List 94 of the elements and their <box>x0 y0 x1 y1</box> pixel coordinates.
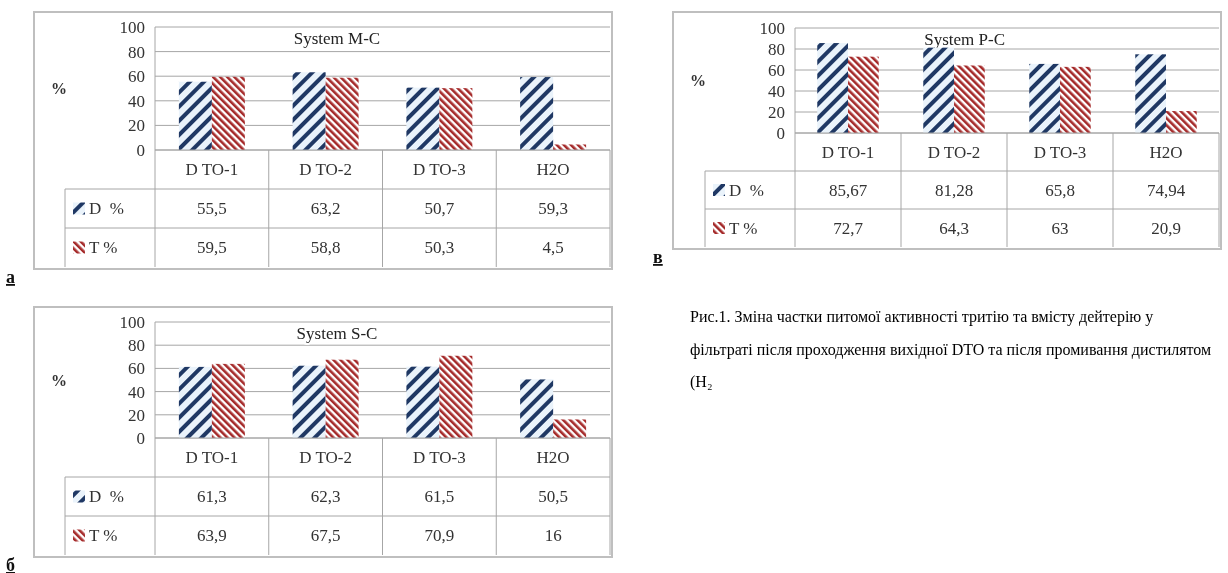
bar <box>439 88 473 150</box>
data-label: 63 <box>1051 218 1069 238</box>
y-tick-label: 20 <box>128 116 145 136</box>
bar <box>954 65 985 133</box>
x-tick-label: D TO-1 <box>821 142 875 162</box>
data-label: 59,3 <box>538 199 568 219</box>
data-label: 58,8 <box>310 238 341 258</box>
data-label: 59,5 <box>197 238 227 258</box>
legend-label: T % <box>729 218 758 238</box>
bar <box>817 43 848 133</box>
text: Рис.1. Зміна частки питомої активності тритію та вмісту дейтерію у фільтраті після проходження вихідної DTO та після промивання дистилятом (H₂ <box>690 308 1212 391</box>
bar <box>292 365 326 438</box>
legend-label: D % <box>89 487 124 507</box>
bar <box>325 359 359 438</box>
data-label: 81,28 <box>934 180 974 200</box>
y-tick-label: 0 <box>136 428 145 448</box>
x-tick-label: D TO-2 <box>299 160 352 180</box>
bar <box>406 366 440 438</box>
bar <box>1135 54 1166 133</box>
legend-label: D % <box>89 199 124 219</box>
data-label: 50,7 <box>424 199 455 219</box>
bar <box>211 76 245 150</box>
y-tick-label: 40 <box>128 91 145 111</box>
bar <box>923 47 954 133</box>
bar <box>1166 111 1197 133</box>
data-label: 65,8 <box>1045 180 1075 200</box>
bar <box>553 144 587 150</box>
x-tick-label: D TO-2 <box>927 142 981 162</box>
chart-title: System S-C <box>296 323 378 343</box>
x-tick-label: D TO-1 <box>185 160 239 180</box>
data-label: 50,3 <box>424 238 455 258</box>
y-tick-label: 0 <box>136 140 145 160</box>
bar <box>292 72 326 150</box>
y-tick-label: 80 <box>128 336 145 356</box>
y-tick-label: 100 <box>119 17 145 37</box>
bar <box>1060 66 1091 133</box>
x-tick-label: D TO-3 <box>1033 142 1087 162</box>
data-label: 70,9 <box>424 526 455 546</box>
data-label: 61,3 <box>197 487 227 507</box>
legend-label: T % <box>89 238 118 258</box>
chart-title: System P-C <box>924 29 1005 49</box>
x-tick-label: D TO-1 <box>185 448 239 468</box>
text: а <box>6 267 15 287</box>
text: в <box>653 247 663 267</box>
data-label: 85,67 <box>828 180 868 200</box>
data-label: 16 <box>544 526 562 546</box>
bar <box>439 355 473 438</box>
bar <box>553 419 587 438</box>
y-tick-label: 20 <box>768 102 785 122</box>
y-tick-label: 40 <box>768 81 785 101</box>
bar <box>211 363 245 438</box>
y-tick-label: 20 <box>128 405 145 425</box>
y-tick-label: 60 <box>768 60 785 80</box>
y-axis-title: % <box>51 80 67 98</box>
y-tick-label: 80 <box>768 39 785 59</box>
data-label: 4,5 <box>542 238 564 258</box>
chart-title: System M-C <box>293 28 381 48</box>
bar <box>520 77 554 150</box>
data-label: 63,9 <box>197 526 227 546</box>
bar <box>178 366 212 438</box>
data-label: 61,5 <box>424 487 455 507</box>
bar <box>1029 63 1060 133</box>
bar <box>520 379 554 438</box>
y-tick-label: 60 <box>128 67 145 87</box>
y-tick-label: 40 <box>128 382 145 402</box>
x-tick-label: D TO-3 <box>413 448 466 468</box>
data-label: 67,5 <box>310 526 341 546</box>
y-tick-label: 100 <box>119 312 145 332</box>
y-tick-label: 100 <box>759 18 785 38</box>
data-label: 63,2 <box>310 199 341 219</box>
x-tick-label: H2O <box>536 448 570 468</box>
x-tick-label: H2O <box>1149 142 1183 162</box>
x-tick-label: D TO-3 <box>413 160 466 180</box>
y-tick-label: 80 <box>128 42 145 62</box>
y-tick-label: 0 <box>776 123 785 143</box>
text: б <box>6 555 15 573</box>
data-label: 62,3 <box>310 487 341 507</box>
legend-label: T % <box>89 526 118 546</box>
y-axis-title: % <box>51 371 67 389</box>
y-axis-title: % <box>690 72 706 90</box>
y-tick-label: 60 <box>128 359 145 379</box>
x-tick-label: H2O <box>536 160 570 180</box>
bar <box>406 87 440 150</box>
data-label: 20,9 <box>1151 218 1181 238</box>
data-label: 55,5 <box>197 199 227 219</box>
data-label: 50,5 <box>538 487 568 507</box>
data-label: 72,7 <box>833 218 864 238</box>
data-label: 64,3 <box>939 218 969 238</box>
legend-label: D % <box>729 180 764 200</box>
bar <box>325 77 359 150</box>
bar <box>178 81 212 150</box>
x-tick-label: D TO-2 <box>299 448 352 468</box>
data-label: 74,94 <box>1146 180 1186 200</box>
bar <box>848 56 879 133</box>
